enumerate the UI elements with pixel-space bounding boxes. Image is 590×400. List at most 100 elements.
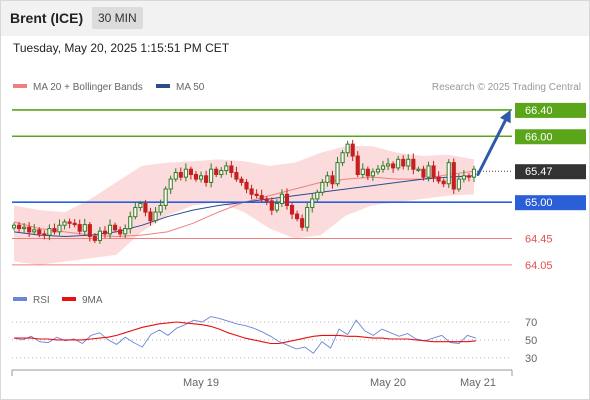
candle-body xyxy=(37,229,42,235)
level-badge xyxy=(515,102,586,118)
candle-body xyxy=(52,228,57,233)
candle-body xyxy=(305,206,310,228)
candle-body xyxy=(163,188,168,206)
legend-swatch xyxy=(13,84,27,88)
legend-label: MA 20 + Bollinger Bands xyxy=(33,82,143,93)
candle-body xyxy=(193,173,199,180)
level-badge xyxy=(515,129,586,145)
candle-body xyxy=(411,158,416,170)
candle-body xyxy=(330,175,335,185)
candle-body xyxy=(158,204,163,213)
candle-body xyxy=(118,229,123,235)
candle-body xyxy=(289,204,295,215)
level-label: 65.00 xyxy=(525,197,553,209)
candle-body xyxy=(113,224,118,231)
x-tick-label: May 20 xyxy=(370,377,406,389)
candles xyxy=(11,139,477,244)
rsi-tick-label: 50 xyxy=(525,335,537,347)
candle-body xyxy=(310,198,315,208)
candle-body xyxy=(320,181,325,193)
level-label: 64.05 xyxy=(525,260,553,272)
level-label: 64.45 xyxy=(525,233,553,245)
candle-body xyxy=(249,188,254,195)
candle-body xyxy=(340,152,345,164)
candle-body xyxy=(97,230,103,241)
bollinger-band xyxy=(14,146,474,265)
candle-body xyxy=(259,195,264,200)
candle-body xyxy=(92,235,97,241)
candle-body xyxy=(350,143,355,157)
candle-body xyxy=(143,203,148,213)
candle-body xyxy=(300,218,305,228)
level-label: 66.00 xyxy=(525,131,553,143)
candle-body xyxy=(219,170,224,175)
candle-body xyxy=(138,203,143,208)
candle-body xyxy=(254,193,259,197)
candle-body xyxy=(461,175,466,180)
candle-body xyxy=(27,226,32,233)
candle-body xyxy=(335,162,340,185)
candle-body xyxy=(315,191,320,200)
legend-label: RSI xyxy=(33,295,50,306)
x-tick-label: May 19 xyxy=(183,377,219,389)
candle-body xyxy=(325,175,330,183)
candle-body xyxy=(128,216,133,230)
candle-body xyxy=(16,224,22,230)
candle-body xyxy=(244,181,249,190)
candle-body xyxy=(239,178,244,183)
candle-body xyxy=(284,193,290,206)
rsi-ma9-line xyxy=(14,321,477,345)
candle-body xyxy=(365,168,370,177)
candle-body xyxy=(148,211,153,222)
candle-body xyxy=(431,165,436,178)
candle-body xyxy=(355,155,360,175)
candle-body xyxy=(279,193,284,205)
candle-body xyxy=(451,162,456,190)
candle-body xyxy=(77,224,82,232)
candle-body xyxy=(274,203,279,211)
candle-body xyxy=(426,165,431,178)
candle-body xyxy=(153,211,158,222)
last-price-label: 65.47 xyxy=(525,166,553,178)
x-tick-label: May 21 xyxy=(460,377,496,389)
candle-body xyxy=(385,163,391,167)
candle-body xyxy=(11,224,17,229)
candle-body xyxy=(421,168,426,178)
candle-body xyxy=(204,175,209,183)
candle-body xyxy=(401,158,406,167)
candle-body xyxy=(133,206,138,218)
header-bar: Brent (ICE) 30 MIN xyxy=(0,0,590,36)
rsi-tick-label: 30 xyxy=(525,353,537,365)
candle-body xyxy=(47,228,52,236)
candle-body xyxy=(234,172,239,180)
price-legend: MA 20 + Bollinger Bands MA 50 xyxy=(13,82,205,93)
rsi-tick-label: 70 xyxy=(525,317,537,329)
candle-body xyxy=(269,200,274,211)
rsi-legend: RSI 9MA xyxy=(13,295,103,306)
candle-body xyxy=(446,162,451,185)
candle-body xyxy=(416,168,421,171)
candle-body xyxy=(178,172,183,178)
timestamp: Tuesday, May 20, 2025 1:15:51 PM CET xyxy=(13,41,230,55)
candle-body xyxy=(406,158,411,167)
candle-body xyxy=(380,165,386,170)
candle-body xyxy=(22,226,27,230)
candle-body xyxy=(441,180,446,185)
candle-body xyxy=(375,168,381,173)
candle-body xyxy=(107,224,113,235)
rsi-line xyxy=(13,316,477,354)
projection-arrowhead xyxy=(499,109,511,124)
candle-body xyxy=(67,221,72,224)
candle-body xyxy=(42,233,47,236)
level-label: 66.40 xyxy=(525,105,553,117)
instrument-title: Brent (ICE) xyxy=(10,10,84,26)
candle-body xyxy=(396,158,401,169)
candle-body xyxy=(168,178,173,190)
candle-body xyxy=(436,176,441,182)
candle-body xyxy=(456,178,461,190)
candle-body xyxy=(391,163,396,169)
legend-swatch xyxy=(156,84,170,88)
timeframe-badge[interactable]: 30 MIN xyxy=(92,7,143,29)
